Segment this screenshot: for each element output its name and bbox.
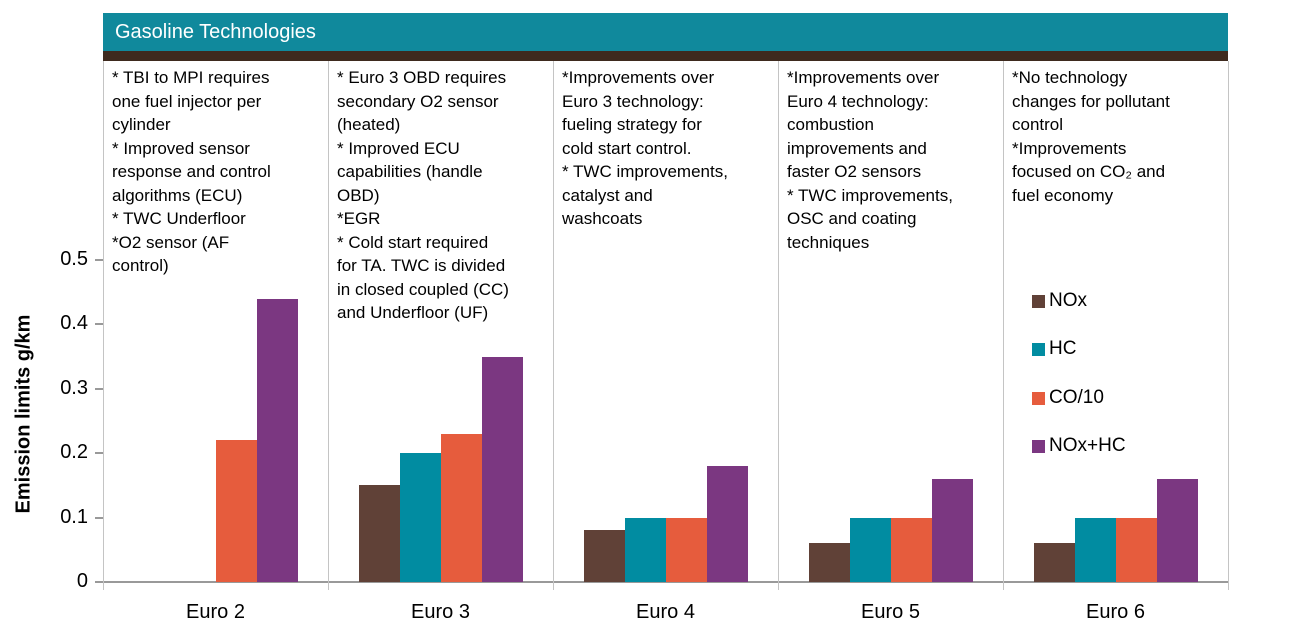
bar-euro-4-nox: [583, 530, 625, 582]
bar-euro-5-nox: [808, 543, 850, 582]
x-label-euro-6: Euro 6: [1086, 601, 1145, 623]
y-axis-title: Emission limits g/km: [12, 314, 35, 514]
legend-label-noxhc: NOx+HC: [1049, 435, 1126, 456]
column-divider: [328, 61, 329, 590]
tech-note-euro-5: *Improvements over Euro 4 technology: co…: [787, 68, 953, 252]
bar-euro-6-nox: [1033, 543, 1075, 582]
y-tick-label-0.5: 0.5: [60, 248, 88, 270]
y-tick-label-0.4: 0.4: [60, 312, 88, 335]
column-divider: [553, 61, 554, 590]
x-label-euro-5: Euro 5: [861, 601, 920, 623]
legend-swatch-nox: [1032, 294, 1045, 308]
y-axis-line: [103, 61, 104, 590]
bar-euro-4-co10: [665, 517, 707, 582]
legend-item-hc: HC: [1032, 338, 1077, 359]
y-tick-mark-0: [95, 581, 103, 583]
bar-euro-2-noxhc: [256, 298, 298, 582]
legend-label-nox: NOx: [1049, 290, 1087, 311]
column-divider: [778, 61, 779, 590]
y-tick-mark-0.5: [95, 259, 103, 261]
bar-euro-5-hc: [849, 517, 891, 582]
column-divider: [1003, 61, 1004, 590]
x-label-euro-4: Euro 4: [636, 601, 695, 623]
x-axis-line: [103, 581, 1229, 583]
bar-euro-3-noxhc: [481, 356, 523, 582]
legend-label-co10: CO/10: [1049, 387, 1104, 408]
legend-swatch-noxhc: [1032, 439, 1045, 453]
bar-euro-4-hc: [624, 517, 666, 582]
bar-euro-3-hc: [399, 453, 441, 582]
y-tick-mark-0.1: [95, 516, 103, 519]
y-tick-label-0: 0: [76, 570, 88, 592]
bar-euro-6-noxhc: [1156, 478, 1198, 582]
chart-header: Gasoline Technologies: [103, 13, 1228, 51]
bar-euro-4-noxhc: [706, 466, 748, 582]
bar-euro-6-co10: [1115, 517, 1157, 582]
tech-note-euro-3: * Euro 3 OBD requires secondary O2 senso…: [337, 68, 509, 322]
x-label-euro-3: Euro 3: [411, 601, 470, 623]
y-tick-mark-0.4: [95, 323, 103, 326]
tech-note-euro-4: *Improvements over Euro 3 technology: fu…: [562, 68, 728, 228]
bar-euro-5-noxhc: [931, 478, 973, 582]
tech-note-euro-6: *No technology changes for pollutant con…: [1012, 68, 1170, 205]
bar-euro-2-co10: [215, 440, 257, 582]
y-tick-label-0.2: 0.2: [60, 441, 88, 464]
legend-item-co10: CO/10: [1032, 387, 1104, 408]
y-tick-mark-0.3: [95, 387, 103, 390]
bar-euro-3-nox: [358, 485, 400, 582]
bar-euro-5-co10: [890, 517, 932, 582]
y-tick-mark-0.2: [95, 452, 103, 455]
y-tick-label-0.1: 0.1: [60, 505, 88, 528]
legend-swatch-co10: [1032, 391, 1045, 405]
legend-item-noxhc: NOx+HC: [1032, 435, 1126, 456]
chart-title: Gasoline Technologies: [115, 20, 316, 43]
tech-note-euro-2: * TBI to MPI requires one fuel injector …: [112, 68, 271, 275]
y-tick-label-0.3: 0.3: [60, 376, 88, 399]
legend-item-nox: NOx: [1032, 290, 1087, 311]
legend-swatch-hc: [1032, 342, 1045, 356]
x-label-euro-2: Euro 2: [186, 601, 245, 623]
header-underline: [103, 51, 1228, 61]
column-divider: [1228, 61, 1229, 590]
bar-euro-6-hc: [1074, 517, 1116, 582]
bar-euro-3-co10: [440, 433, 482, 582]
legend-label-hc: HC: [1049, 338, 1077, 359]
